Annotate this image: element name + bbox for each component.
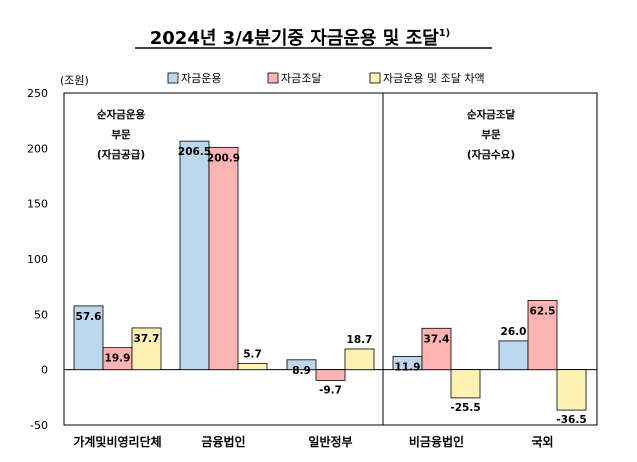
chart-title: 2024년 3/4분기중 자금운용 및 조달1) <box>150 28 450 49</box>
y-tick-label: 100 <box>27 253 48 266</box>
bar <box>498 340 529 371</box>
data-label: 26.0 <box>501 326 527 338</box>
sector-annotation-line: 순자금운용 <box>97 108 146 121</box>
category-label: 국외 <box>531 434 553 449</box>
y-tick-label: 150 <box>27 198 48 211</box>
bar <box>286 359 317 371</box>
chart-title-text: 2024년 3/4분기중 자금운용 및 조달 <box>150 28 439 49</box>
legend: 자금운용 자금조달 자금운용 및 조달 차액 <box>167 72 485 85</box>
legend-label: 자금운용 및 조달 차액 <box>383 72 485 85</box>
sector-annotation-line: (자금공급) <box>97 148 145 161</box>
bar <box>131 327 162 371</box>
bar <box>527 300 558 371</box>
data-label: 37.7 <box>134 333 160 345</box>
category-label: 금융법인 <box>201 434 245 449</box>
bar <box>556 369 587 411</box>
category-label: 비금융법인 <box>409 434 464 449</box>
bar <box>450 369 481 399</box>
legend-swatch <box>167 72 179 84</box>
bar <box>179 140 210 371</box>
data-label: 8.9 <box>292 365 311 377</box>
data-label: -25.5 <box>450 402 480 414</box>
data-label: 18.7 <box>347 334 373 346</box>
bar <box>315 369 346 381</box>
bar <box>421 327 452 371</box>
data-label: 19.9 <box>105 353 131 365</box>
legend-swatch <box>369 72 381 84</box>
data-label: 5.7 <box>243 348 262 360</box>
data-label: 206.5 <box>178 146 211 158</box>
y-tick-label: -50 <box>30 419 48 432</box>
y-tick-label: 50 <box>34 308 48 321</box>
legend-swatch <box>267 72 279 84</box>
sector-annotation-line: 부문 <box>111 129 131 141</box>
data-label: 57.6 <box>76 311 102 323</box>
plot-frame <box>63 92 598 426</box>
bars <box>73 140 587 411</box>
data-label: 37.4 <box>424 333 450 345</box>
y-tick-label: 250 <box>27 87 48 100</box>
legend-label: 자금조달 <box>281 72 321 85</box>
sector-annotation-line: 부문 <box>481 129 501 141</box>
y-tick-label: 0 <box>41 364 48 377</box>
category-label: 가계및비영리단체 <box>73 434 161 449</box>
category-labels: 가계및비영리단체 금융법인 일반정부 비금융법인 국외 <box>73 434 553 449</box>
chart-title-footnote: 1) <box>439 28 451 39</box>
bar <box>344 348 375 371</box>
legend-label: 자금운용 <box>181 72 221 85</box>
sector-annotation-line: 순자금조달 <box>467 108 516 121</box>
data-label: 11.9 <box>395 361 421 373</box>
data-label: 200.9 <box>207 152 240 164</box>
bar <box>237 362 268 371</box>
data-label: -36.5 <box>556 414 586 426</box>
y-tick-label: 200 <box>27 142 48 155</box>
sector-annotation-line: (자금수요) <box>467 148 515 161</box>
bar <box>73 305 104 371</box>
bar <box>208 146 239 371</box>
data-label: 62.5 <box>530 306 556 318</box>
y-axis-unit-label: (조원) <box>60 74 89 87</box>
category-label: 일반정부 <box>308 434 352 449</box>
y-axis: 250 200 150 100 50 0 -50 <box>27 87 48 432</box>
data-label: -9.7 <box>319 384 342 396</box>
